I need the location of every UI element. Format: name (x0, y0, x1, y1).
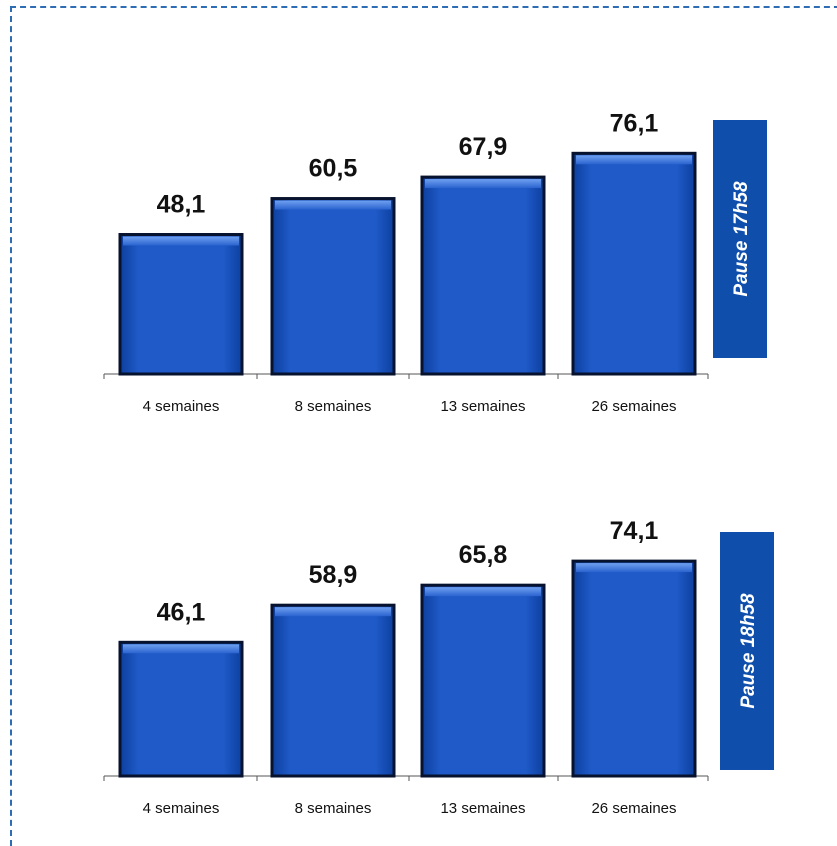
bar (420, 175, 546, 376)
side-label: Pause 18h58 (738, 593, 759, 709)
x-tick-label: 13 semaines (440, 800, 525, 817)
data-label: 48,1 (157, 191, 206, 219)
x-tick-label: 26 semaines (591, 800, 676, 817)
x-tick-label: 8 semaines (295, 800, 372, 817)
x-tick-label: 4 semaines (143, 800, 220, 817)
data-label: 46,1 (157, 598, 206, 626)
data-label: 60,5 (309, 155, 358, 183)
side-label-box (713, 120, 767, 358)
bar-highlight (123, 644, 239, 654)
bar-highlight (275, 200, 391, 210)
bar (118, 640, 244, 778)
bar (270, 197, 396, 376)
bar (270, 603, 396, 778)
x-tick-label: 26 semaines (591, 398, 676, 415)
x-tick-label: 8 semaines (295, 398, 372, 415)
side-label-box (720, 532, 774, 770)
data-label: 58,9 (309, 561, 358, 589)
bar (571, 559, 697, 778)
bar-highlight (576, 155, 692, 165)
bar-highlight (576, 563, 692, 573)
bar-highlight (425, 587, 541, 597)
bar-highlight (425, 179, 541, 189)
chart-2: 46,1 4 semaines 58,9 8 semaines 65,8 13 semai… (103, 517, 774, 817)
x-tick-label: 4 semaines (143, 398, 220, 415)
data-label: 74,1 (610, 517, 659, 545)
side-label: Pause 17h58 (731, 181, 752, 297)
bar-highlight (123, 236, 239, 246)
data-label: 67,9 (459, 133, 508, 161)
bar (571, 151, 697, 376)
dashed-frame (10, 6, 837, 846)
data-label: 65,8 (459, 541, 508, 569)
bar (420, 583, 546, 778)
x-tick-label: 13 semaines (440, 398, 525, 415)
chart-1: 48,1 4 semaines 60,5 8 semaines 67,9 13 semai… (103, 109, 767, 415)
bar-charts: 48,1 4 semaines 60,5 8 semaines 67,9 13 semai… (103, 109, 774, 817)
bar (118, 233, 244, 376)
bar-highlight (275, 607, 391, 617)
data-label: 76,1 (610, 109, 659, 137)
